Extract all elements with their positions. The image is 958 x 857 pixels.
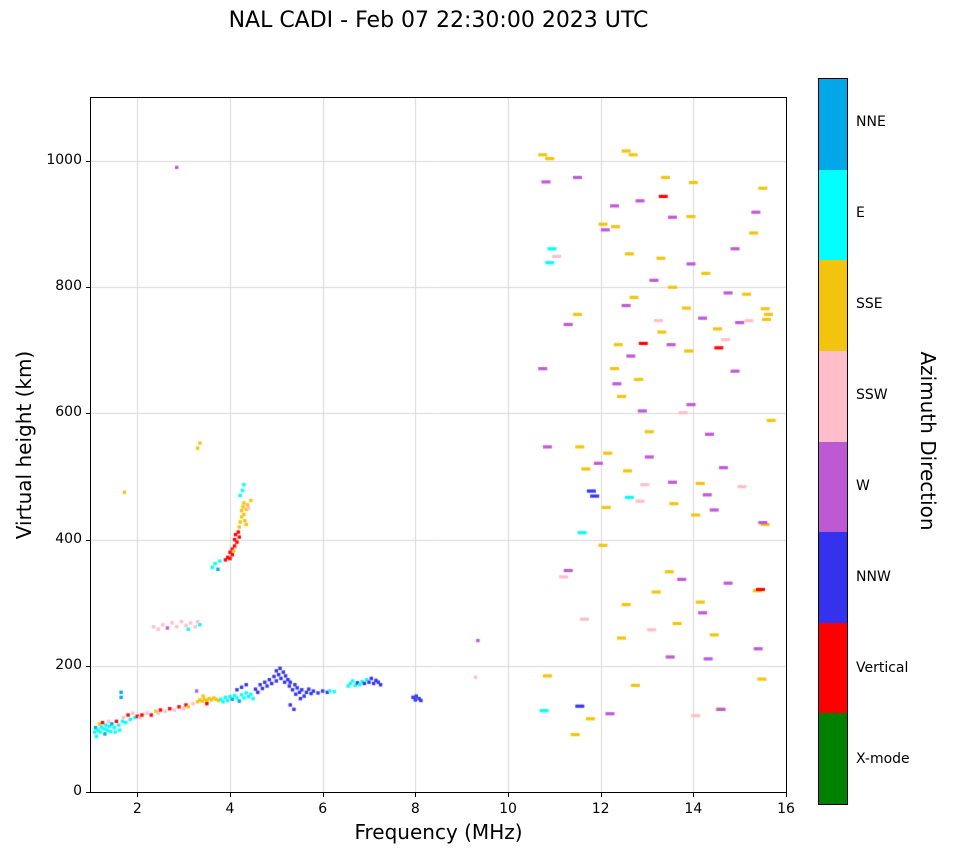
x-tick-label: 4 (225, 801, 235, 817)
x-tick-label: 16 (777, 801, 795, 817)
colorbar-segment-x-mode (819, 713, 847, 804)
y-tick-mark (86, 161, 90, 163)
y-tick-label: 600 (55, 404, 82, 421)
x-tick-mark (786, 793, 787, 797)
colorbar-tick-label: SSW (856, 387, 888, 404)
y-tick-label: 1000 (46, 152, 82, 169)
x-tick-mark (322, 793, 324, 797)
chart-title: NAL CADI - Feb 07 22:30:00 2023 UTC (228, 8, 649, 33)
y-tick-label: 200 (55, 656, 82, 673)
y-tick-mark (86, 287, 90, 289)
colorbar-axis-label: Azimuth Direction (916, 351, 940, 531)
y-tick-mark (86, 665, 90, 667)
x-tick-mark (600, 793, 602, 797)
colorbar-tick-label: X-mode (856, 750, 910, 767)
x-tick-label: 10 (499, 801, 517, 817)
x-axis-label: Frequency (MHz) (354, 820, 523, 844)
plot-area (90, 97, 787, 793)
colorbar-segment-vertical (819, 622, 847, 714)
plot-canvas (91, 98, 786, 792)
colorbar-tick-label: NNW (856, 568, 891, 585)
colorbar-segment-nnw (819, 532, 847, 623)
x-tick-label: 8 (410, 801, 420, 817)
y-tick-label: 400 (55, 530, 82, 547)
colorbar-segment-w (819, 441, 847, 533)
x-tick-mark (230, 793, 231, 797)
x-tick-mark (137, 793, 139, 797)
colorbar (818, 78, 848, 805)
colorbar-tick-label: Vertical (856, 659, 909, 676)
colorbar-segment-ssw (819, 350, 847, 442)
x-tick-label: 12 (591, 801, 610, 817)
y-tick-label: 800 (55, 278, 82, 295)
colorbar-segment-e (819, 169, 847, 261)
colorbar-segment-nne (819, 79, 847, 170)
y-axis-label: Virtual height (km) (12, 350, 36, 540)
x-tick-mark (508, 793, 509, 797)
colorbar-tick-label: E (856, 205, 865, 222)
x-tick-mark (415, 793, 417, 797)
x-tick-label: 2 (132, 801, 142, 817)
colorbar-segment-sse (819, 260, 847, 351)
x-tick-mark (693, 793, 695, 797)
colorbar-tick-label: NNE (856, 114, 886, 131)
y-tick-mark (86, 413, 90, 415)
colorbar-tick-label: SSE (856, 296, 883, 313)
x-tick-label: 6 (318, 801, 328, 817)
x-tick-label: 14 (684, 801, 703, 817)
y-tick-mark (86, 539, 90, 541)
y-tick-label: 0 (73, 783, 82, 799)
colorbar-tick-label: W (856, 477, 870, 494)
y-tick-mark (86, 792, 90, 793)
